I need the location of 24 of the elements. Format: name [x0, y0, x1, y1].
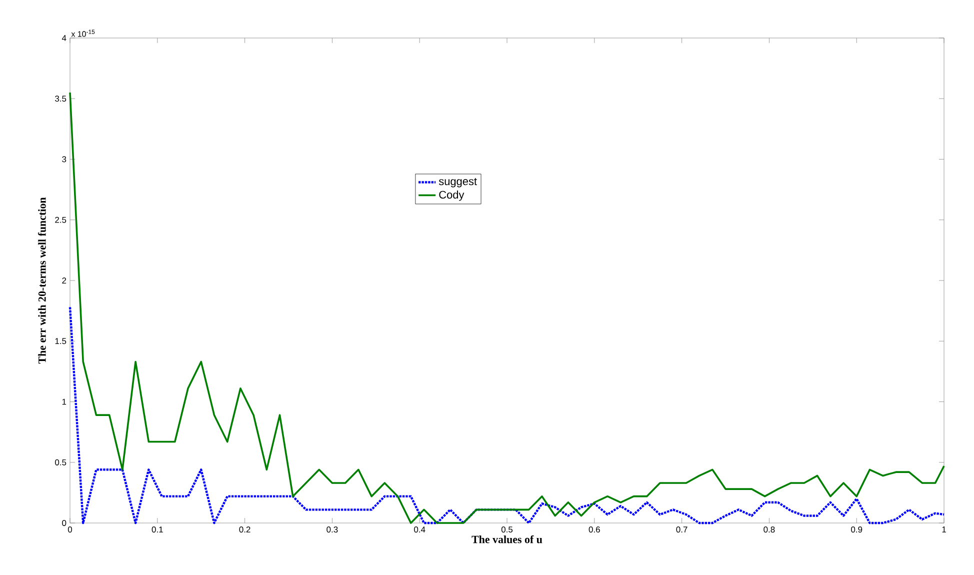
y-tick-label: 4 [62, 35, 66, 41]
y-tick-label: 1 [62, 398, 66, 405]
x-tick-label: 0.4 [414, 526, 426, 533]
x-tick-label: 0 [68, 526, 72, 533]
y-tick-label: 2.5 [55, 216, 66, 223]
x-axis-title: The values of u [472, 535, 542, 544]
y-tick-label: 3 [62, 156, 66, 162]
x-tick-label: 0.3 [326, 526, 338, 533]
x-tick-label: 0.9 [851, 526, 862, 533]
legend-label: suggest [438, 178, 477, 188]
x-tick-label: 0.6 [588, 526, 600, 533]
x-tick-label: 0.1 [152, 526, 163, 533]
legend-label: Cody [439, 190, 464, 201]
y-tick-label: 3.5 [55, 96, 66, 102]
y-tick-label: 0.5 [55, 459, 66, 466]
x-tick-label: 0.5 [501, 526, 513, 533]
x-tick-label: 1 [942, 526, 946, 532]
x-tick-label: 0.2 [239, 526, 250, 533]
x-tick-label: 0.7 [676, 526, 688, 533]
y-tick-label: 1.5 [55, 338, 66, 344]
y-tick-label: 2 [62, 278, 66, 284]
x-tick-label: 0.8 [764, 526, 775, 533]
y-tick-label: 0 [62, 520, 66, 526]
y-axis-title: The err with 20-terms well function [38, 197, 46, 364]
